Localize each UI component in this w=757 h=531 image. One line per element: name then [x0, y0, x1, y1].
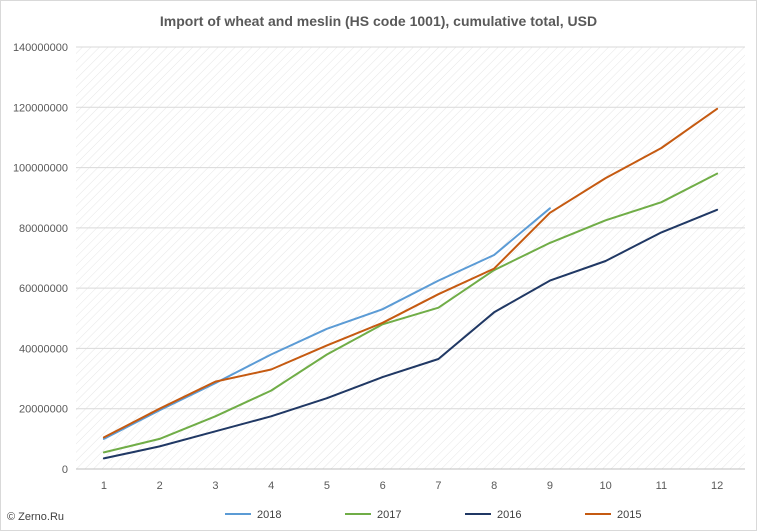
legend-label-2018: 2018	[257, 509, 281, 521]
legend-label-2015: 2015	[617, 509, 641, 521]
x-tick-label: 12	[711, 480, 723, 492]
x-tick-label: 4	[268, 480, 274, 492]
y-tick-label: 100000000	[13, 163, 68, 175]
y-tick-label: 120000000	[13, 102, 68, 114]
x-tick-label: 3	[212, 480, 218, 492]
copyright-credit: © Zerno.Ru	[7, 511, 65, 523]
series-line-2018	[102, 207, 551, 440]
chart-title: Import of wheat and meslin (HS code 1001…	[159, 13, 598, 29]
series-line-2015	[102, 107, 719, 439]
x-tick-label: 11	[656, 480, 667, 492]
legend-label-2016: 2016	[497, 509, 521, 521]
series-line-2016	[102, 208, 719, 460]
x-tick-label: 9	[547, 480, 553, 492]
x-tick-label: 7	[435, 480, 441, 492]
y-tick-label: 140000000	[13, 42, 68, 54]
legend-label-2017: 2017	[377, 509, 401, 521]
y-tick-label: 40000000	[19, 343, 68, 355]
x-tick-label: 10	[600, 480, 612, 492]
x-tick-label: 1	[101, 480, 107, 492]
y-tick-label: 20000000	[19, 404, 68, 416]
x-tick-label: 6	[380, 480, 386, 492]
y-tick-label: 60000000	[19, 283, 68, 295]
y-tick-label: 0	[62, 464, 68, 476]
series-line-2017	[102, 172, 719, 454]
x-tick-label: 5	[324, 480, 330, 492]
x-tick-label: 2	[157, 480, 163, 492]
y-tick-label: 80000000	[19, 223, 68, 235]
plot-area	[76, 47, 745, 469]
x-tick-label: 8	[491, 480, 497, 492]
